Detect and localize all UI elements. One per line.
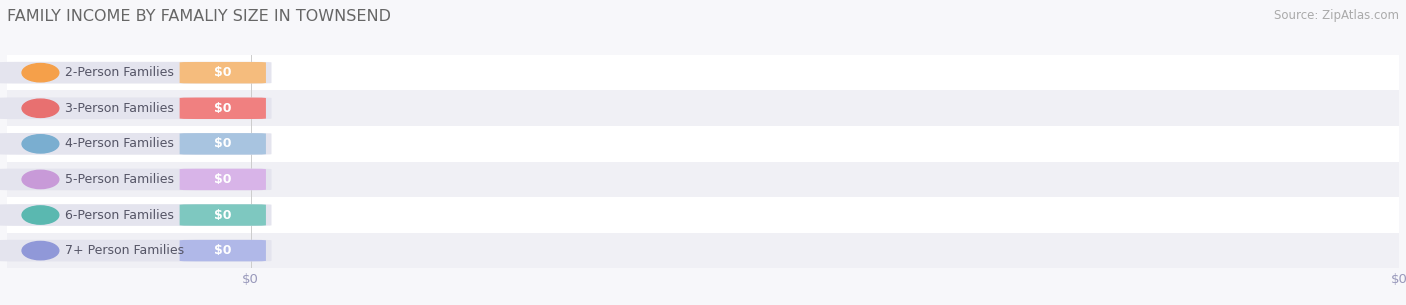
FancyBboxPatch shape xyxy=(0,169,271,190)
FancyBboxPatch shape xyxy=(0,240,271,261)
Text: $0: $0 xyxy=(214,209,232,221)
FancyBboxPatch shape xyxy=(180,98,266,119)
FancyBboxPatch shape xyxy=(0,133,271,155)
Bar xyxy=(7,162,1399,197)
Text: 4-Person Families: 4-Person Families xyxy=(66,137,174,150)
Text: $0: $0 xyxy=(214,66,232,79)
FancyBboxPatch shape xyxy=(180,240,266,261)
Text: $0: $0 xyxy=(214,102,232,115)
Text: 7+ Person Families: 7+ Person Families xyxy=(66,244,184,257)
Text: 3-Person Families: 3-Person Families xyxy=(66,102,174,115)
Text: $0: $0 xyxy=(214,137,232,150)
Text: 5-Person Families: 5-Person Families xyxy=(66,173,174,186)
Text: $0: $0 xyxy=(214,244,232,257)
Text: 6-Person Families: 6-Person Families xyxy=(66,209,174,221)
FancyBboxPatch shape xyxy=(180,62,266,84)
FancyBboxPatch shape xyxy=(0,97,271,119)
Text: FAMILY INCOME BY FAMALIY SIZE IN TOWNSEND: FAMILY INCOME BY FAMALIY SIZE IN TOWNSEN… xyxy=(7,9,391,24)
Ellipse shape xyxy=(22,135,59,153)
Text: $0: $0 xyxy=(214,173,232,186)
FancyBboxPatch shape xyxy=(180,204,266,226)
Ellipse shape xyxy=(22,63,59,82)
Text: Source: ZipAtlas.com: Source: ZipAtlas.com xyxy=(1274,9,1399,22)
Ellipse shape xyxy=(22,170,59,188)
Bar xyxy=(7,91,1399,126)
Bar xyxy=(7,126,1399,162)
FancyBboxPatch shape xyxy=(180,169,266,190)
Bar xyxy=(7,55,1399,91)
FancyBboxPatch shape xyxy=(180,133,266,155)
FancyBboxPatch shape xyxy=(0,62,271,84)
Ellipse shape xyxy=(22,99,59,117)
Bar xyxy=(7,197,1399,233)
Ellipse shape xyxy=(22,206,59,224)
Ellipse shape xyxy=(22,242,59,260)
FancyBboxPatch shape xyxy=(0,204,271,226)
Text: 2-Person Families: 2-Person Families xyxy=(66,66,174,79)
Bar xyxy=(7,233,1399,268)
